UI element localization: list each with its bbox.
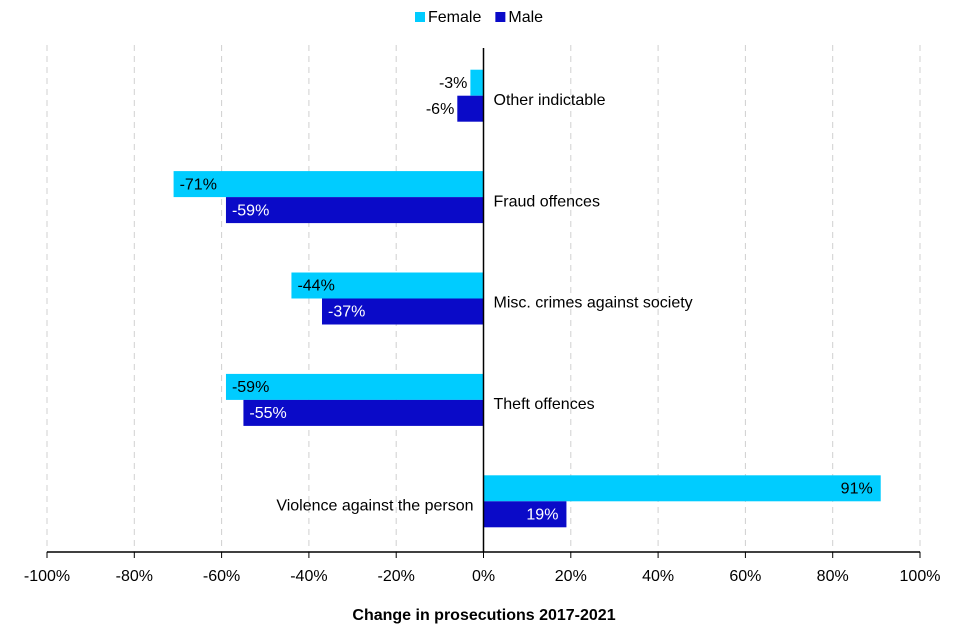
bar — [457, 95, 484, 122]
bar — [225, 197, 484, 224]
x-tick-label: -80% — [116, 568, 153, 585]
x-tick-label: 100% — [900, 568, 941, 585]
x-tick-label: -40% — [290, 568, 327, 585]
category-label: Fraud offences — [494, 193, 600, 210]
value-label: 19% — [526, 507, 558, 524]
value-label: -37% — [328, 304, 365, 321]
value-label: -59% — [232, 202, 269, 219]
value-label: -59% — [232, 379, 269, 396]
x-tick-label: 80% — [817, 568, 849, 585]
value-label: 91% — [841, 481, 873, 498]
value-label: -3% — [439, 75, 467, 92]
category-label: Misc. crimes against society — [494, 295, 693, 312]
x-tick-label: 60% — [729, 568, 761, 585]
value-label: -71% — [180, 176, 217, 193]
x-tick-label: 40% — [642, 568, 674, 585]
x-tick-label: -60% — [203, 568, 240, 585]
bar — [225, 373, 484, 400]
value-label: -6% — [426, 101, 454, 118]
value-label: -44% — [297, 278, 334, 295]
bar — [291, 272, 484, 299]
bar — [483, 501, 567, 528]
legend-swatch — [415, 12, 425, 22]
legend-swatch — [495, 12, 506, 22]
value-label: -55% — [249, 405, 286, 422]
bar — [321, 298, 484, 325]
category-label: Violence against the person — [276, 498, 473, 515]
x-tick-label: 0% — [472, 568, 495, 585]
bar — [243, 399, 484, 426]
category-label: Theft offences — [494, 396, 595, 413]
x-axis-title: Change in prosecutions 2017-2021 — [352, 607, 615, 624]
bar — [173, 171, 484, 198]
legend-label: Male — [508, 9, 543, 26]
legend-label: Female — [428, 9, 481, 26]
x-tick-label: -100% — [24, 568, 70, 585]
bar — [483, 475, 881, 502]
x-tick-label: -20% — [378, 568, 415, 585]
category-label: Other indictable — [494, 92, 606, 109]
x-tick-label: 20% — [555, 568, 587, 585]
bar — [470, 69, 484, 96]
